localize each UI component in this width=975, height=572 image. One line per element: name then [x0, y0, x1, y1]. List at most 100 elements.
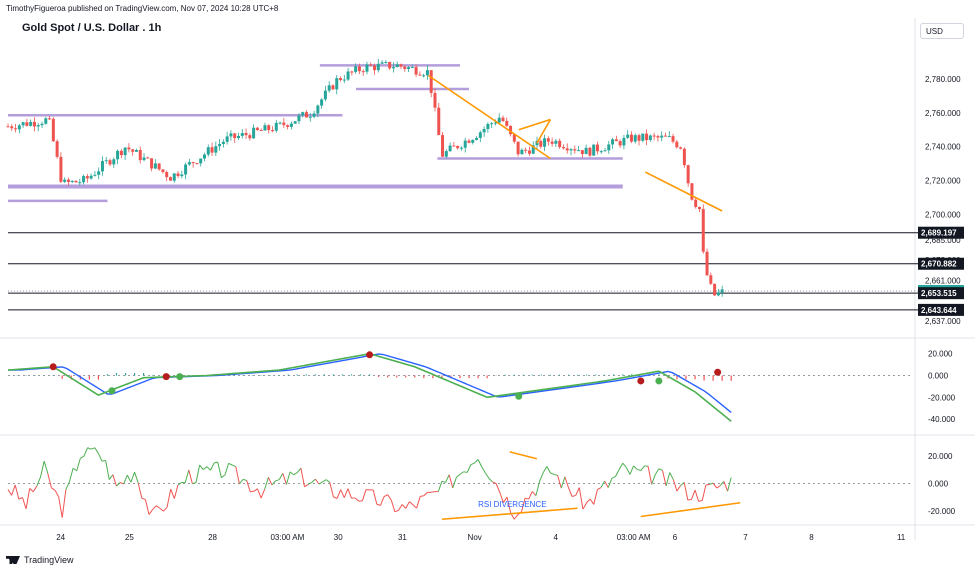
rsi-segment	[108, 474, 114, 480]
candle	[172, 173, 176, 181]
candle	[527, 150, 531, 154]
candle	[274, 122, 278, 131]
rsi-segment	[264, 477, 269, 490]
candle	[459, 147, 463, 149]
rsi-segment	[217, 462, 222, 478]
rsi-segment	[199, 464, 204, 470]
rsi-segment	[123, 474, 128, 485]
candle	[516, 141, 520, 155]
rsi-segment	[159, 507, 164, 512]
rsi-segment	[311, 478, 316, 483]
candle	[671, 136, 675, 142]
rsi-segment	[29, 487, 34, 493]
candle	[622, 137, 626, 146]
rsi-segment	[47, 473, 52, 488]
y-tick-label: 2,661.000	[925, 276, 961, 285]
candle	[592, 144, 596, 156]
candle	[520, 149, 524, 155]
candle	[645, 133, 649, 141]
rsi-segment	[322, 479, 327, 483]
rsi-divergence-label: RSI DIVERGENCE	[478, 500, 546, 509]
candle	[713, 283, 717, 296]
candle	[444, 151, 448, 157]
rsi-segment	[390, 499, 396, 512]
rsi-segment	[192, 482, 197, 485]
rsi-segment	[97, 453, 103, 462]
candle	[679, 147, 683, 149]
rsi-segment	[278, 473, 284, 480]
candle	[346, 71, 350, 80]
candle	[36, 125, 40, 127]
rsi-segment	[307, 482, 312, 485]
candle	[531, 145, 535, 154]
candle	[157, 163, 161, 170]
rsi-segment	[441, 480, 446, 483]
candle	[123, 147, 127, 156]
rsi-segment	[173, 484, 179, 499]
candle	[312, 113, 316, 117]
candle	[399, 64, 403, 67]
rsi-segment	[546, 466, 551, 474]
rsi-segment	[618, 462, 624, 470]
candle	[97, 171, 101, 175]
candle	[252, 127, 256, 139]
rsi-segment	[267, 477, 273, 486]
trendline	[644, 171, 723, 212]
candle	[305, 112, 309, 118]
candle	[694, 199, 698, 207]
rsi-segment	[401, 504, 407, 509]
candle	[63, 179, 67, 182]
candle	[134, 150, 138, 152]
candle	[202, 154, 206, 159]
rsi-segment	[163, 506, 168, 512]
candle	[138, 150, 142, 161]
candle	[493, 122, 497, 124]
candle	[629, 134, 633, 142]
rsi-segment	[300, 468, 306, 487]
rsi-segment	[672, 479, 678, 492]
candle	[599, 151, 603, 153]
rsi-segment	[506, 497, 512, 513]
rsi-segment	[361, 489, 367, 501]
candle	[82, 176, 86, 183]
candle	[93, 174, 97, 176]
rsi-segment	[557, 475, 562, 489]
tradingview-brand[interactable]: TradingView	[6, 555, 74, 565]
candle	[240, 132, 244, 136]
candle	[150, 158, 154, 169]
candle	[6, 126, 10, 128]
rsi-segment	[224, 463, 230, 476]
rsi-segment	[202, 466, 208, 470]
candle	[327, 85, 331, 91]
candle	[558, 140, 562, 148]
candle	[131, 149, 135, 152]
price-label-box	[918, 257, 964, 270]
macd-cross-dot	[515, 392, 523, 400]
candle	[490, 123, 494, 125]
brand-label: TradingView	[24, 555, 74, 565]
candle	[263, 125, 267, 131]
y-tick-label: 2,760.000	[925, 109, 961, 118]
candle	[214, 146, 218, 153]
candle	[588, 147, 592, 156]
candle	[475, 137, 479, 140]
rsi-y-tick: 0.000	[928, 480, 949, 489]
x-tick-label: 8	[809, 533, 814, 542]
candle	[682, 148, 686, 166]
candle	[471, 139, 475, 143]
candle	[675, 141, 679, 148]
rsi-segment	[456, 473, 461, 478]
rsi-segment	[495, 483, 501, 493]
rsi-segment	[633, 465, 638, 470]
candle	[271, 130, 275, 132]
rsi-segment	[615, 469, 620, 477]
currency-selector[interactable]: USD	[920, 23, 964, 39]
candle	[108, 160, 112, 165]
candle	[293, 121, 297, 124]
rsi-segment	[275, 479, 280, 482]
candle	[78, 182, 82, 184]
rsi-segment	[87, 447, 92, 450]
candle	[180, 174, 184, 177]
candle	[656, 136, 660, 138]
